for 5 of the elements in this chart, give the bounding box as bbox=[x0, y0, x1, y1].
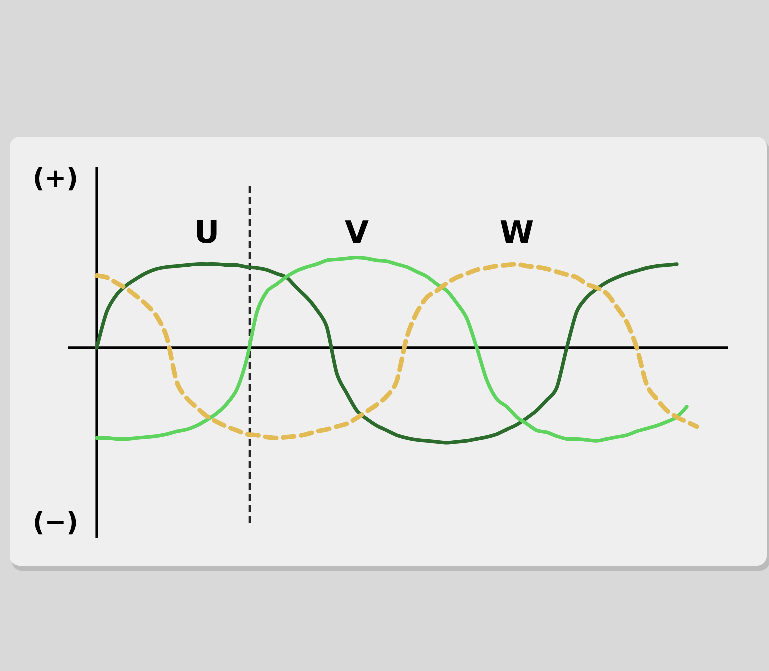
series-label: V bbox=[345, 220, 369, 244]
series-label: U bbox=[197, 220, 217, 244]
text: (+) bbox=[35, 167, 76, 191]
series-label: W bbox=[500, 220, 534, 244]
text: (−) bbox=[35, 511, 76, 535]
